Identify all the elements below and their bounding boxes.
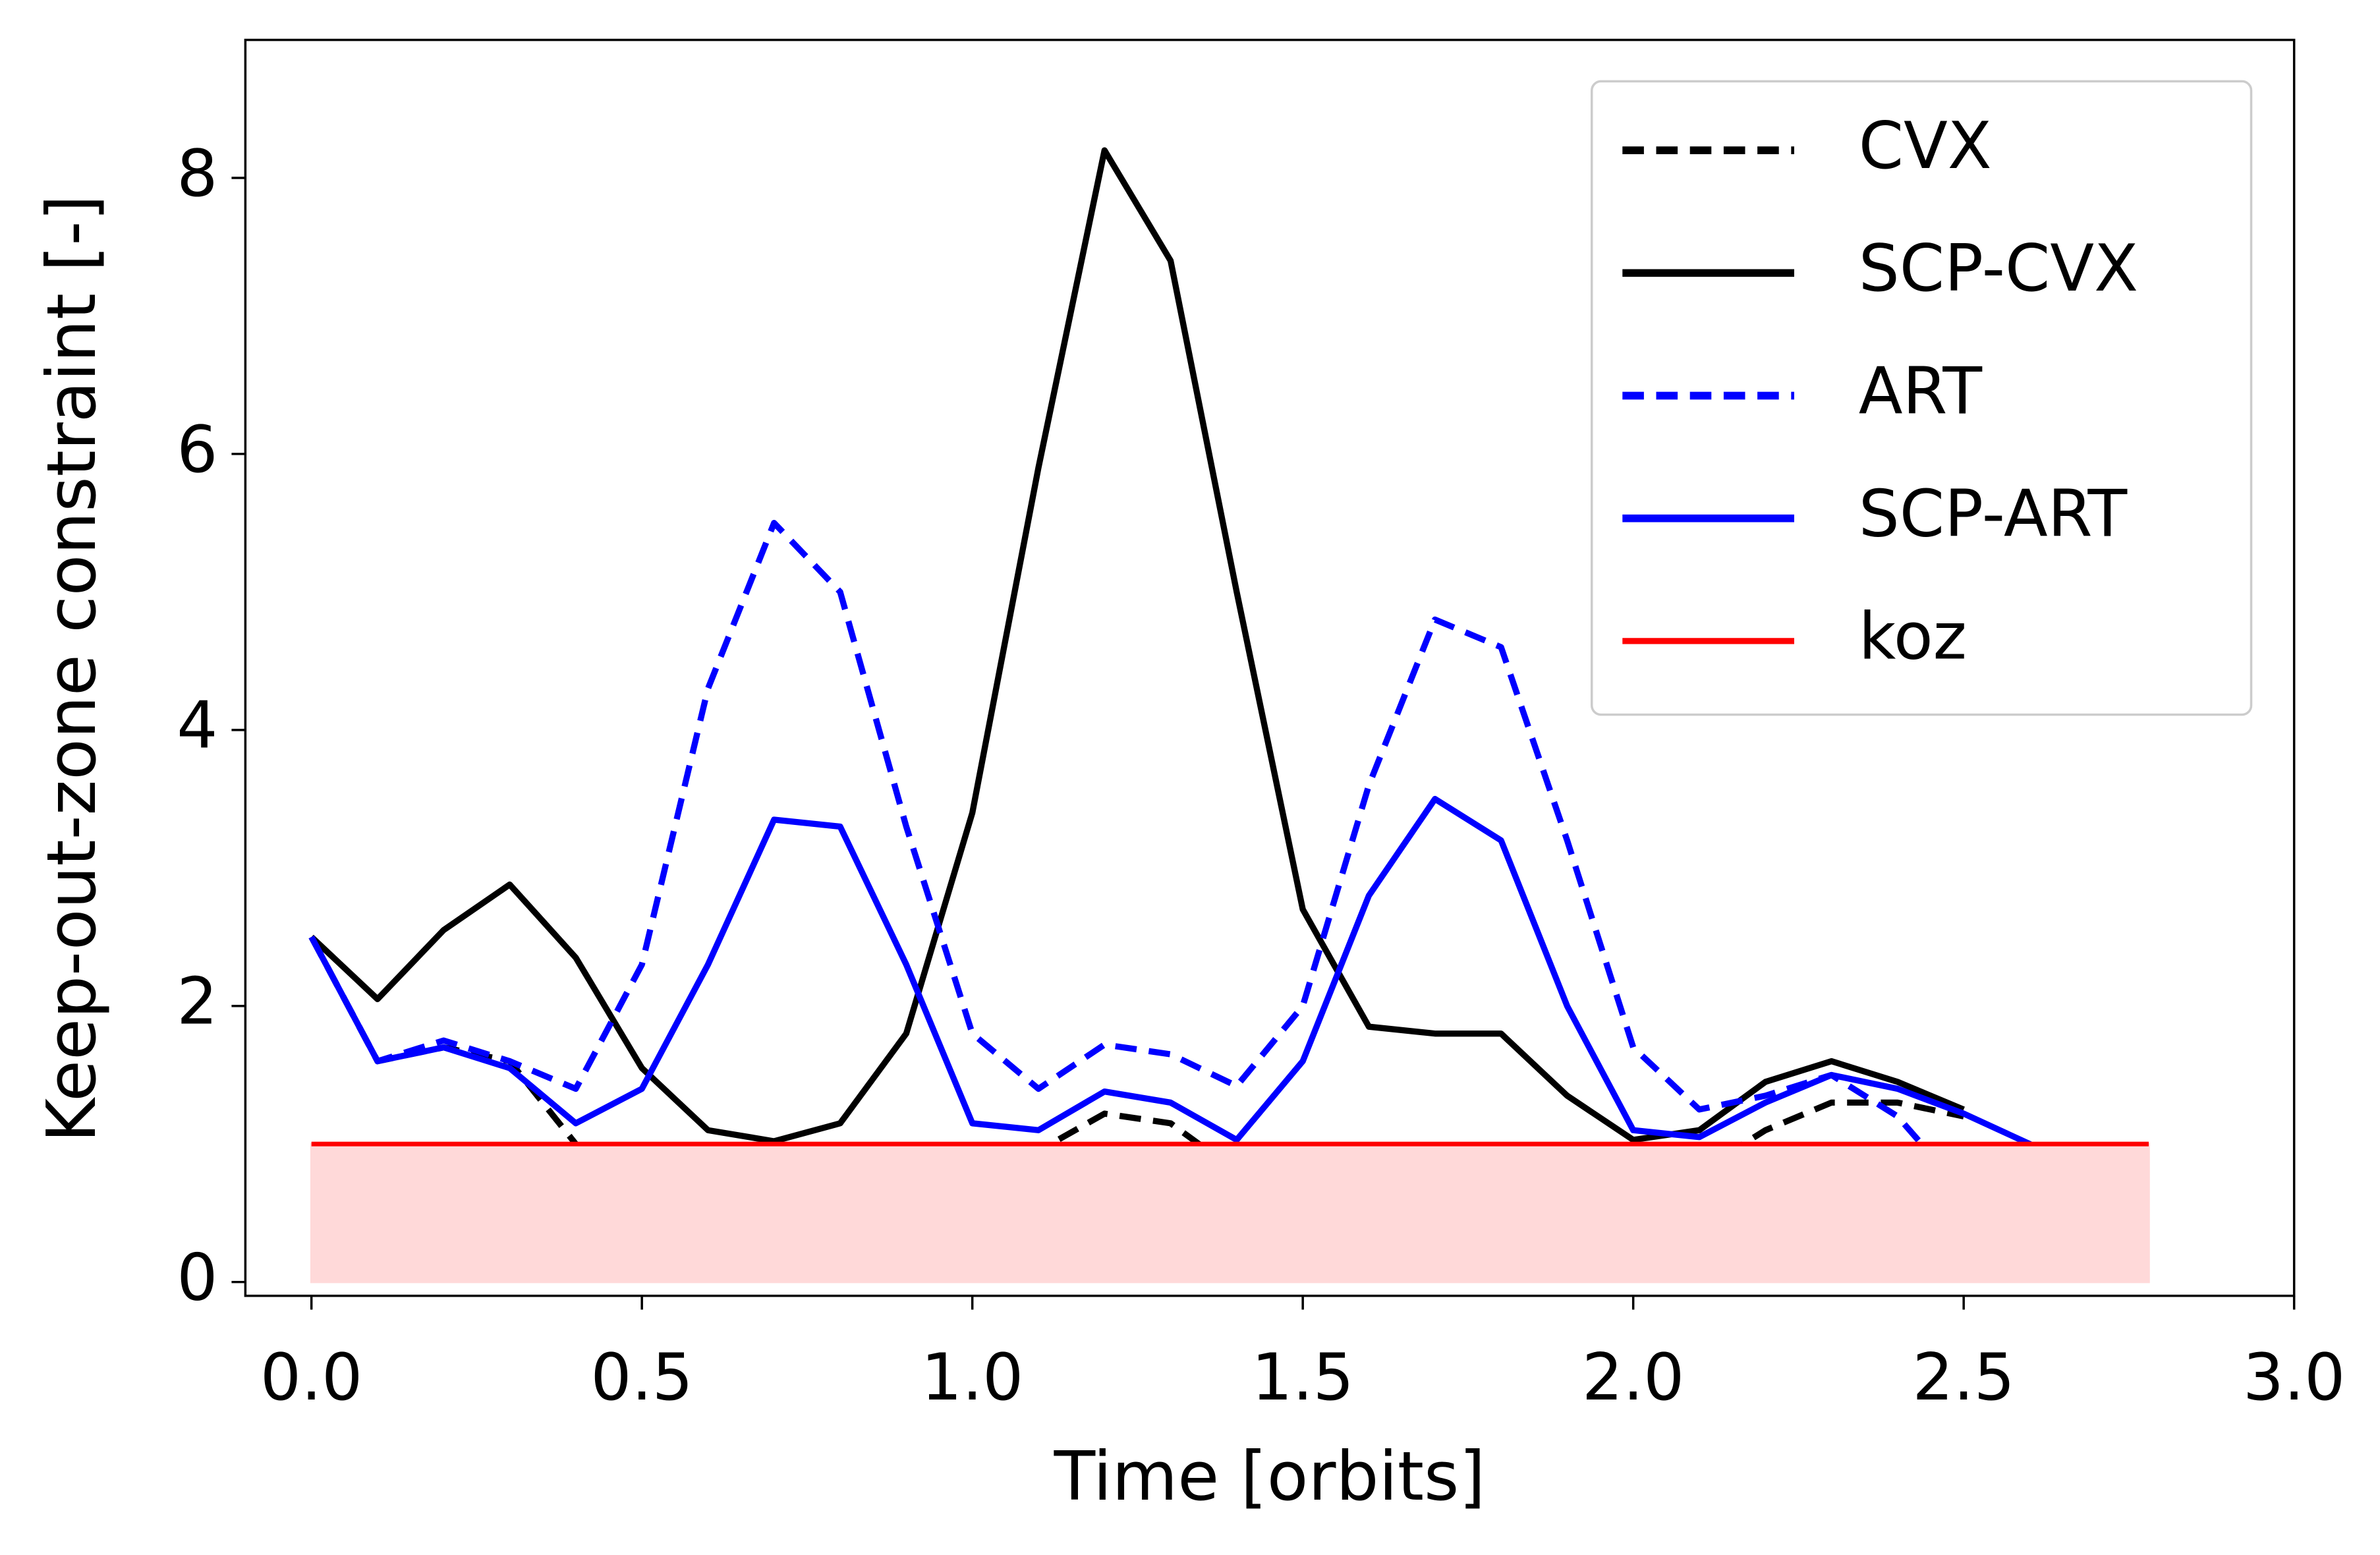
x-axis-label: Time [orbits] (1054, 1438, 1486, 1516)
x-tick-label: 2.5 (1912, 1340, 2014, 1415)
series-line (308, 935, 1965, 1272)
y-tick-label: 6 (177, 412, 217, 488)
y-axis-label: Keep-out-zone constraint [-] (33, 195, 111, 1143)
legend-label: CVX (1859, 109, 1992, 184)
y-tick-label: 8 (177, 136, 217, 212)
y-tick-label: 0 (177, 1241, 217, 1316)
legend: CVX SCP-CVX ART SCP-ART koz (1591, 80, 2253, 716)
x-tick-label: 1.0 (921, 1340, 1023, 1415)
legend-label: ART (1859, 354, 1983, 429)
legend-label: SCP-ART (1859, 477, 2128, 552)
x-tick-label: 0.5 (590, 1340, 693, 1415)
series-line (309, 147, 1965, 1145)
x-tick-label: 0.0 (260, 1340, 362, 1415)
y-tick-label: 4 (177, 689, 217, 764)
y-tick-label: 2 (177, 965, 217, 1040)
legend-box (1591, 80, 2253, 716)
plot-frame (244, 38, 2296, 1297)
koz-area (310, 1143, 2150, 1284)
legend-label: SCP-CVX (1859, 231, 2138, 306)
x-tick-label: 1.5 (1251, 1340, 1353, 1415)
series-line (308, 795, 2149, 1200)
series-line (308, 520, 1966, 1195)
legend-label: koz (1859, 600, 1967, 675)
x-tick-label: 2.0 (1582, 1340, 1684, 1415)
x-tick-label: 3.0 (2243, 1340, 2345, 1415)
